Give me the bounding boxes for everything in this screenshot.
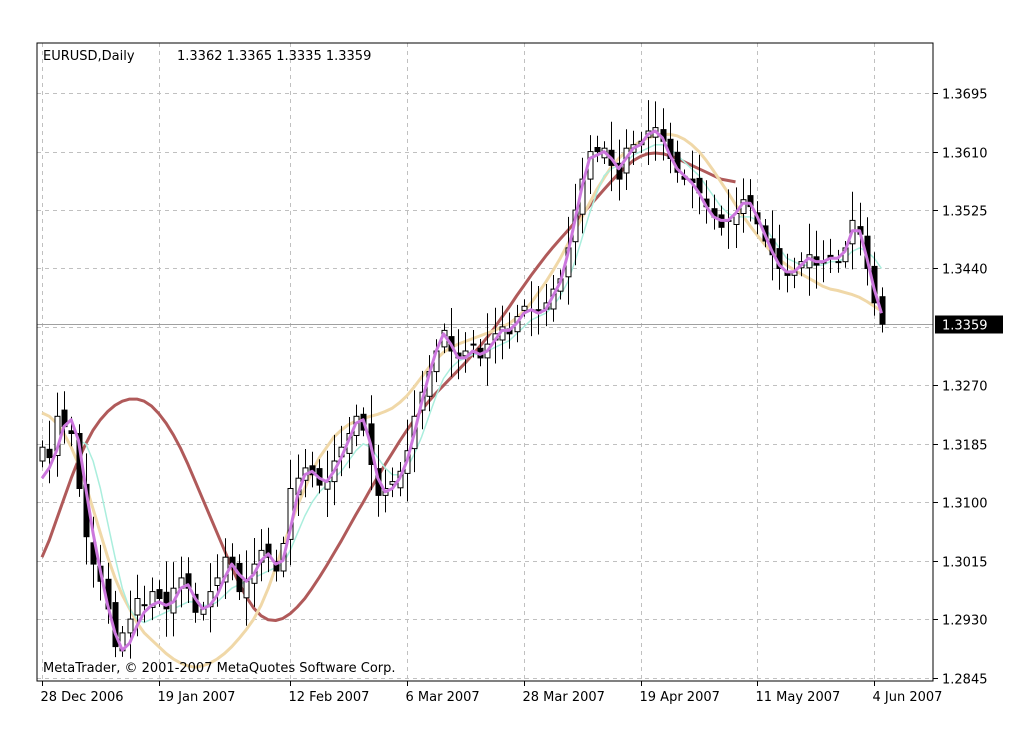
x-tick-label: 28 Dec 2006 xyxy=(41,690,124,705)
candle-body xyxy=(127,618,134,634)
y-tick-label: 1.3440 xyxy=(942,263,988,278)
candle-body xyxy=(265,543,272,558)
grid-layer xyxy=(37,43,933,681)
y-tick-label: 1.3185 xyxy=(942,439,988,454)
x-axis: 28 Dec 2006 19 Jan 2007 12 Feb 2007 6 Mar 2… xyxy=(41,681,943,705)
candle-body xyxy=(214,577,221,587)
symbol-label: EURUSD,Daily xyxy=(43,49,135,64)
candle-body xyxy=(134,598,141,616)
candle xyxy=(214,554,221,607)
x-tick-label: 4 Jun 2007 xyxy=(873,690,943,705)
current-price-badge xyxy=(935,315,1003,334)
candle-body xyxy=(149,591,156,608)
x-tick-label: 19 Apr 2007 xyxy=(640,690,720,705)
plot-frame xyxy=(36,42,934,682)
candle-body xyxy=(68,430,75,434)
candle xyxy=(149,577,156,621)
candle-body xyxy=(156,589,163,599)
candle-body xyxy=(273,560,280,572)
candle-body xyxy=(39,446,46,462)
y-tick-label: 1.3525 xyxy=(942,205,988,220)
candle xyxy=(39,440,46,468)
candle xyxy=(141,585,148,623)
plot-area xyxy=(37,43,933,681)
y-tick-label: 1.3270 xyxy=(942,380,988,395)
candle-body xyxy=(141,604,148,607)
candle-body xyxy=(163,591,170,610)
y-tick-label: 1.3015 xyxy=(942,556,988,571)
y-axis: 1.3695 1.3610 1.3525 1.3440 1.3270 1.3185 1.31… xyxy=(933,88,1003,688)
current-price-label: 1.3359 xyxy=(942,319,988,334)
x-tick-label: 12 Feb 2007 xyxy=(289,690,370,705)
x-tick-label: 19 Jan 2007 xyxy=(158,690,236,705)
candle-body xyxy=(594,147,601,153)
x-tick-label: 28 Mar 2007 xyxy=(523,690,605,705)
candle-body xyxy=(243,580,250,599)
candle xyxy=(594,135,601,163)
candle-body xyxy=(470,343,477,346)
candle xyxy=(265,527,272,573)
y-tick-label: 1.2845 xyxy=(942,673,988,688)
ma-fast-line xyxy=(40,129,883,652)
candle-body xyxy=(521,305,528,311)
candle xyxy=(273,549,280,582)
candle xyxy=(163,561,170,637)
candle xyxy=(46,420,53,484)
ma-fast-layer xyxy=(40,129,883,652)
y-tick-label: 1.3100 xyxy=(942,497,988,512)
x-tick-label: 11 May 2007 xyxy=(756,690,841,705)
candle-body xyxy=(806,254,813,269)
x-tick-label: 6 Mar 2007 xyxy=(406,690,480,705)
y-tick-label: 1.2930 xyxy=(942,614,988,629)
candle xyxy=(835,249,842,273)
copyright-text: MetaTrader, © 2001-2007 MetaQuotes Softw… xyxy=(43,661,396,676)
candle xyxy=(127,590,134,659)
y-tick-label: 1.3610 xyxy=(942,147,988,162)
y-tick-label: 1.3695 xyxy=(942,88,988,103)
candle-body xyxy=(835,261,842,264)
candle-body xyxy=(616,162,623,180)
ohlc-values: 1.3362 1.3365 1.3335 1.3359 xyxy=(177,49,371,64)
candle-body xyxy=(46,448,53,459)
